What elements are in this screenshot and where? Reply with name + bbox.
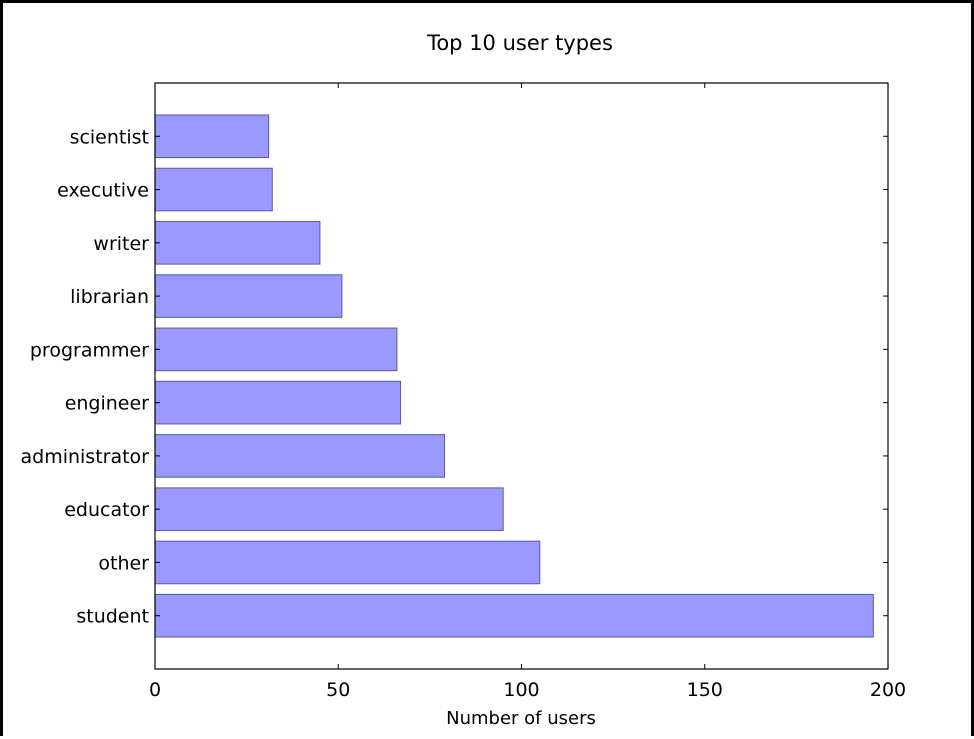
x-axis-label: Number of users (446, 708, 596, 729)
bars (154, 114, 874, 638)
bar-writer (154, 221, 321, 265)
y-tick-label: engineer (65, 393, 149, 415)
x-tick-label: 100 (503, 679, 539, 701)
x-tick-label: 150 (687, 679, 723, 701)
y-tick-label: librarian (70, 286, 149, 308)
y-tick-label: programmer (30, 339, 149, 361)
y-tick-label: writer (93, 233, 149, 255)
y-tick-label: educator (64, 499, 149, 521)
bar-other (154, 540, 541, 585)
bar-administrator (154, 434, 446, 478)
bar-librarian (154, 274, 343, 318)
y-tick-label: administrator (20, 446, 149, 468)
chart-title: Top 10 user types (426, 31, 613, 55)
plot-area (154, 82, 889, 670)
y-tick-label: student (76, 606, 149, 628)
y-tick-label: executive (57, 180, 149, 202)
bar-student (154, 593, 874, 638)
bar-scientist (154, 114, 270, 159)
bar-engineer (154, 380, 402, 425)
x-tick-label: 0 (149, 679, 161, 701)
y-tick-labels: student other educator administrator enginee… (20, 126, 149, 627)
bar-programmer (154, 327, 398, 372)
y-tick-label: scientist (70, 126, 149, 148)
bar-chart: Top 10 user types 0 50 100 150 200 student ot… (20, 31, 906, 729)
bar-executive (154, 167, 273, 212)
bar-educator (154, 487, 504, 531)
x-tick-label: 50 (326, 679, 350, 701)
x-tick-labels: 0 50 100 150 200 (149, 679, 906, 701)
x-tick-label: 200 (870, 679, 906, 701)
y-tick-label: other (98, 552, 149, 574)
